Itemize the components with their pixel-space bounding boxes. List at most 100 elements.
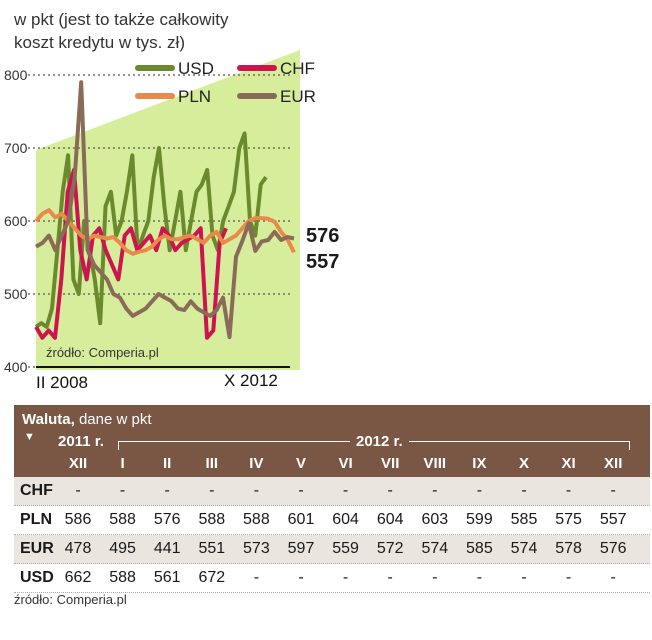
table-source: źródło: Comperia.pl <box>14 592 127 607</box>
table-cell: 495 <box>109 540 136 557</box>
table-cell: 672 <box>198 569 226 586</box>
series-line-usd <box>34 131 268 329</box>
table-cell: 588 <box>109 511 136 528</box>
table-cell: - <box>521 482 527 499</box>
series-line-pln <box>34 208 296 256</box>
table-cell: 599 <box>466 511 493 528</box>
table-cell: 597 <box>287 540 315 557</box>
row-label: CHF <box>20 482 53 499</box>
table-cell: - <box>476 482 483 499</box>
month-header: II <box>163 455 172 472</box>
chart-subtitle: w pkt (jest to także całkowity koszt kre… <box>14 8 228 54</box>
table-cell: 573 <box>243 540 270 557</box>
table-row-pln: PLN 586 588 576 588 588 601 604 604 603 599 585 575 5… <box>14 506 650 535</box>
table-cell: - <box>342 482 349 499</box>
table-cell: - <box>521 569 527 586</box>
table-row-eur: EUR 478 495 441 551 573 597 559 572 574 585 574 578 5… <box>14 535 650 564</box>
y-tick-label: 400 <box>4 359 28 375</box>
table-caption: Waluta, dane w pkt <box>22 411 152 428</box>
table-cell: 585 <box>466 540 493 557</box>
subtitle-line-1: w pkt (jest to także całkowity <box>14 10 229 29</box>
month-header: IV <box>249 455 264 472</box>
table-cell: 559 <box>332 540 359 557</box>
month-header: VIII <box>423 455 447 472</box>
table-cell: - <box>253 569 260 586</box>
end-label-pln: 557 <box>306 251 339 273</box>
table-cell: 588 <box>109 569 136 586</box>
table-cell: 572 <box>376 540 404 557</box>
table-cell: 551 <box>198 540 226 557</box>
table-cell: 478 <box>64 540 92 557</box>
table-cell: - <box>387 569 393 586</box>
legend-label-usd: USD <box>178 59 214 78</box>
line-chart: 800 700 600 500 400 II 2008 X 2012 źródło: C… <box>4 50 339 392</box>
month-header: V <box>295 455 306 472</box>
month-header: VII <box>381 455 400 472</box>
year-2012: 2012 r. <box>350 433 409 450</box>
table-cell: 574 <box>421 540 449 557</box>
table-cell: 575 <box>555 511 582 528</box>
table-cell: 588 <box>243 511 270 528</box>
table-cell: 603 <box>421 511 449 528</box>
month-header: III <box>205 455 219 472</box>
table-row-chf: CHF - - - - - - - - - - - - - <box>14 477 650 506</box>
table-cell: 576 <box>599 540 627 557</box>
series-line-eur <box>35 80 295 340</box>
y-tick-label: 600 <box>4 213 28 229</box>
table-cell: 561 <box>153 569 181 586</box>
table-cell: 601 <box>287 511 315 528</box>
table-cell: 441 <box>153 540 181 557</box>
legend-label-pln: PLN <box>178 87 211 106</box>
row-label: USD <box>20 569 54 586</box>
month-header-row: XII I II III IV V VI VII VIII IX X XI XII <box>14 455 650 475</box>
table-cell: 585 <box>510 511 538 528</box>
subtitle-line-2: koszt kredytu w tys. zł) <box>14 33 185 52</box>
table-cell: - <box>476 569 483 586</box>
table-cell: 557 <box>599 511 627 528</box>
table-cell: - <box>565 482 572 499</box>
table-cell: - <box>75 482 81 499</box>
legend-label-eur: EUR <box>280 87 316 106</box>
table-cell: - <box>565 569 572 586</box>
chart-source: źródło: Comperia.pl <box>46 345 159 360</box>
month-header: VI <box>338 455 353 472</box>
year-2011: 2011 r. <box>58 433 104 450</box>
month-header: XI <box>561 455 576 472</box>
table-cell: - <box>164 482 170 499</box>
row-label: PLN <box>20 511 52 528</box>
month-header: XII <box>604 455 623 472</box>
x-end-label: X 2012 <box>224 371 278 390</box>
table-cell: - <box>119 482 126 499</box>
table-row-usd: USD 662 588 561 672 - - - - - - - - - <box>14 564 650 593</box>
caption-bold: Waluta, <box>22 411 75 428</box>
table-cell: 604 <box>332 511 359 528</box>
month-header: XII <box>68 455 88 472</box>
y-tick-label: 500 <box>4 286 28 302</box>
table-cell: - <box>298 569 304 586</box>
table-cell: - <box>209 482 215 499</box>
table-cell: - <box>610 569 616 586</box>
table-cell: 662 <box>64 569 92 586</box>
table-cell: - <box>610 482 616 499</box>
table-cell: 586 <box>64 511 92 528</box>
table-cell: 604 <box>376 511 404 528</box>
data-table: Waluta, dane w pkt ▼ 2011 r. 2012 r. XII… <box>14 405 650 593</box>
month-header: X <box>518 455 529 472</box>
y-tick-label: 700 <box>4 140 28 156</box>
legend-label-chf: CHF <box>280 59 315 78</box>
x-start-label: II 2008 <box>36 373 88 392</box>
y-tick-label: 800 <box>4 67 28 83</box>
table-cell: 588 <box>198 511 226 528</box>
table-body: CHF - - - - - - - - - - - - - PLN 586 588 576 588 588 601 604… <box>14 477 650 593</box>
month-header: IX <box>472 455 487 472</box>
down-arrow-icon: ▼ <box>24 431 35 443</box>
caption-rest: dane w pkt <box>74 411 152 428</box>
table-cell: - <box>253 482 260 499</box>
table-cell: - <box>298 482 304 499</box>
table-cell: 574 <box>510 540 538 557</box>
end-label-eur: 576 <box>306 225 339 247</box>
table-cell: 578 <box>555 540 582 557</box>
table-cell: - <box>387 482 393 499</box>
row-label: EUR <box>20 540 54 557</box>
table-cell: - <box>432 482 438 499</box>
